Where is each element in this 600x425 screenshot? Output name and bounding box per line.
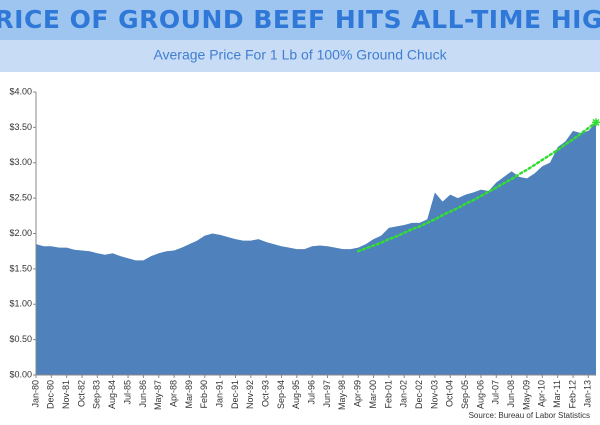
x-tick-label: Sep-83 <box>92 380 102 409</box>
subtitle-band <box>0 40 600 72</box>
x-tick-label: Jun-97 <box>322 380 332 408</box>
x-tick-label: Oct-82 <box>76 380 86 407</box>
y-tick-label: $4.00 <box>9 86 32 96</box>
x-tick-label: Dec-91 <box>230 380 240 409</box>
x-tick-label: Apr-99 <box>353 380 363 407</box>
x-tick-label: Jun-86 <box>138 380 148 408</box>
x-tick-label: May-09 <box>521 380 531 410</box>
x-tick-label: Aug-84 <box>107 380 117 409</box>
x-tick-label: Jul-85 <box>122 380 132 405</box>
x-tick-label: Mar-00 <box>368 380 378 409</box>
x-tick-label: Apr-88 <box>168 380 178 407</box>
x-tick-label: Mar-11 <box>552 380 562 408</box>
x-tick-label: Aug-95 <box>291 380 301 409</box>
y-tick-label: $3.00 <box>9 157 32 167</box>
x-tick-label: May-87 <box>153 380 163 410</box>
y-tick-label: $3.50 <box>9 122 32 132</box>
x-tick-label: Feb-12 <box>567 380 577 409</box>
y-tick-label: $1.50 <box>9 263 32 273</box>
x-tick-label: Jan-80 <box>30 380 40 408</box>
source: Source: Bureau of Labor Statistics <box>469 411 590 420</box>
y-tick-label: $0.00 <box>9 369 32 379</box>
x-tick-label: Apr-10 <box>537 380 547 407</box>
x-tick-label: Jan-13 <box>583 380 593 408</box>
x-tick-label: Oct-04 <box>445 380 455 407</box>
x-tick-label: Jun-08 <box>506 380 516 408</box>
x-tick-label: Jul-96 <box>307 380 317 405</box>
x-tick-label: Jul-07 <box>491 380 501 405</box>
title-band <box>0 0 600 40</box>
x-tick-label: Oct-93 <box>261 380 271 407</box>
x-tick-label: Jan-91 <box>214 380 224 408</box>
x-tick-label: May-98 <box>337 380 347 410</box>
x-tick-label: Dec-02 <box>414 380 424 409</box>
x-tick-label: Sep-05 <box>460 380 470 409</box>
x-tick-label: Sep-94 <box>276 380 286 409</box>
x-tick-label: Feb-01 <box>383 380 393 409</box>
x-tick-label: Mar-89 <box>184 380 194 409</box>
area <box>36 122 596 375</box>
trend-line <box>356 121 598 253</box>
chart-subtitle: Average Price For 1 Lb of 100% Ground Ch… <box>153 47 447 63</box>
x-tick-label: Nov-92 <box>245 380 255 409</box>
trend-end-marker <box>592 118 600 127</box>
y-tick-label: $2.00 <box>9 228 32 238</box>
x-tick-label: Feb-90 <box>199 380 209 409</box>
x-tick-label: Nov-81 <box>61 380 71 409</box>
x-tick-label: Aug-06 <box>475 380 485 409</box>
x-tick-label: Dec-80 <box>46 380 56 409</box>
chart-title: PRICE OF GROUND BEEF HITS ALL-TIME HIGH <box>0 5 600 34</box>
x-tick-label: Jan-02 <box>399 380 409 408</box>
y-tick-label: $0.50 <box>9 334 32 344</box>
x-tick-label: Nov-03 <box>429 380 439 409</box>
y-tick-label: $2.50 <box>9 193 32 203</box>
y-tick-label: $1.00 <box>9 299 32 309</box>
